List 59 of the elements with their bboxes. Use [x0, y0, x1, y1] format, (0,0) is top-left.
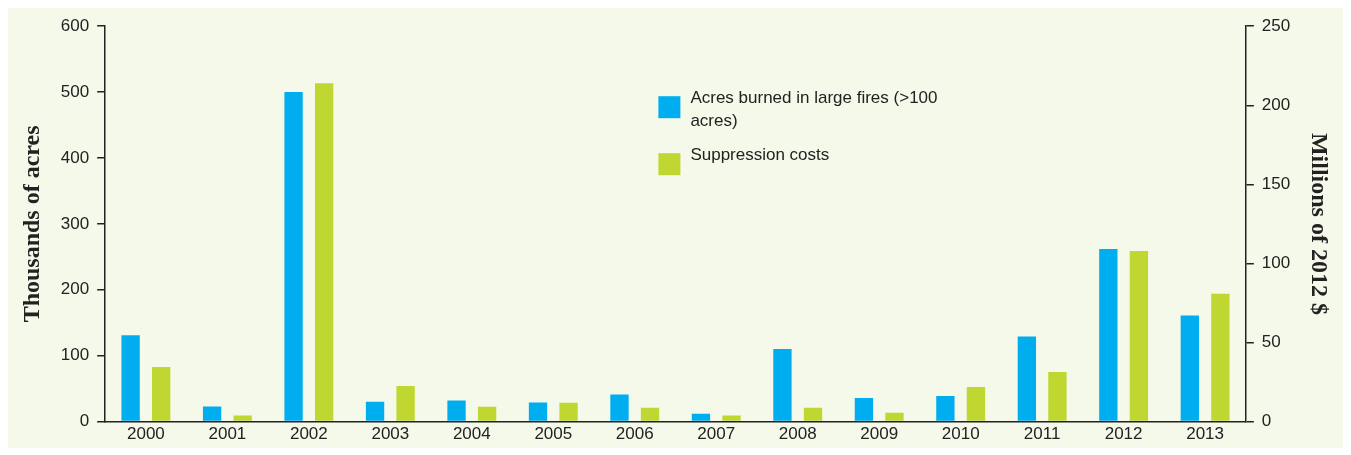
x-tick-label: 2010 [941, 424, 980, 444]
bar [936, 395, 955, 421]
y2-tick-label: 150 [1261, 174, 1291, 194]
y-tick-label: 300 [60, 213, 90, 233]
bar [528, 402, 548, 421]
y2-axis-title: Millions of 2012 $ [1307, 132, 1334, 315]
x-tick-label: 2002 [289, 424, 328, 444]
y-tick-label: 600 [60, 15, 90, 35]
y-tick-label: 0 [79, 411, 90, 431]
y2-tick-label: 200 [1261, 94, 1291, 114]
y2-tick-label: 100 [1261, 253, 1291, 273]
y2-tick-label: 50 [1261, 332, 1281, 352]
bar [1099, 248, 1118, 421]
bar [966, 386, 986, 421]
x-tick-label: 2003 [371, 424, 410, 444]
bar [854, 397, 874, 421]
bar [1048, 372, 1067, 421]
bar [447, 400, 466, 421]
bar [284, 92, 303, 421]
bar [202, 406, 222, 421]
y-tick-label: 500 [60, 81, 90, 101]
y-tick-label: 200 [60, 279, 90, 299]
x-tick-label: 2009 [860, 424, 899, 444]
bar [365, 401, 385, 421]
x-tick-label: 2004 [452, 424, 491, 444]
bar [152, 367, 171, 421]
x-tick-label: 2000 [126, 424, 165, 444]
legend-label: Acres burned in large fires (>100 acres) [690, 88, 938, 131]
y-tick-label: 400 [60, 147, 90, 167]
x-tick-label: 2012 [1104, 424, 1143, 444]
bar [396, 386, 415, 421]
legend-label: Suppression costs [690, 145, 830, 165]
bar [233, 415, 252, 421]
y-tick-label: 100 [60, 345, 90, 365]
bar [1129, 251, 1149, 421]
bar [121, 335, 140, 421]
x-tick-label: 2007 [697, 424, 736, 444]
x-tick-label: 2008 [778, 424, 817, 444]
y-axis-title: Thousands of acres [17, 125, 44, 323]
x-tick-label: 2013 [1186, 424, 1225, 444]
bar [691, 413, 711, 421]
bar [885, 412, 904, 421]
bar [559, 402, 578, 421]
y2-tick-label: 0 [1261, 411, 1272, 431]
bar [640, 407, 660, 421]
x-tick-label: 2006 [615, 424, 654, 444]
bar [773, 349, 792, 421]
x-tick-label: 2005 [534, 424, 573, 444]
bar [803, 407, 823, 421]
bar [610, 394, 629, 421]
y2-tick-label: 250 [1261, 15, 1291, 35]
x-tick-label: 2011 [1023, 424, 1061, 444]
bar [1017, 336, 1037, 421]
bar [314, 83, 334, 421]
bar [477, 406, 497, 421]
x-tick-label: 2001 [208, 424, 247, 444]
bar [1211, 293, 1230, 421]
bar [722, 415, 741, 421]
bar [1180, 315, 1199, 421]
